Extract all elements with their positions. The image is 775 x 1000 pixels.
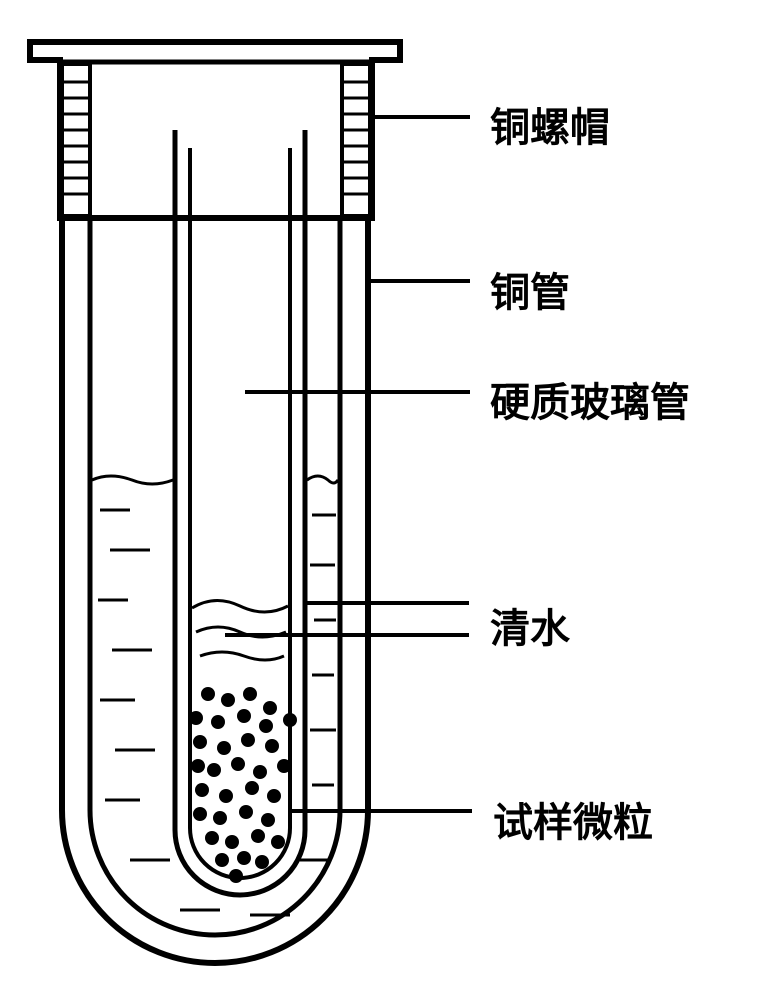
diagram-container: 铜螺帽 铜管 硬质玻璃管 清水 试样微粒 bbox=[0, 0, 775, 1000]
water-inner bbox=[192, 600, 288, 660]
copper-tube bbox=[62, 218, 368, 963]
label-cap: 铜螺帽 bbox=[490, 95, 610, 153]
label-glass: 硬质玻璃管 bbox=[490, 370, 690, 428]
apparatus-diagram bbox=[0, 0, 775, 1000]
label-part: 试样微粒 bbox=[493, 790, 653, 848]
label-water: 清水 bbox=[490, 596, 570, 654]
leader-water1 bbox=[304, 601, 469, 605]
leader-tube bbox=[369, 279, 470, 283]
leader-part bbox=[291, 809, 472, 813]
label-tube: 铜管 bbox=[490, 260, 570, 318]
leader-glass bbox=[245, 390, 470, 394]
copper-cap-shape bbox=[30, 42, 400, 218]
glass-tube bbox=[175, 130, 305, 895]
leader-water2 bbox=[225, 633, 469, 637]
leader-cap bbox=[375, 115, 470, 119]
